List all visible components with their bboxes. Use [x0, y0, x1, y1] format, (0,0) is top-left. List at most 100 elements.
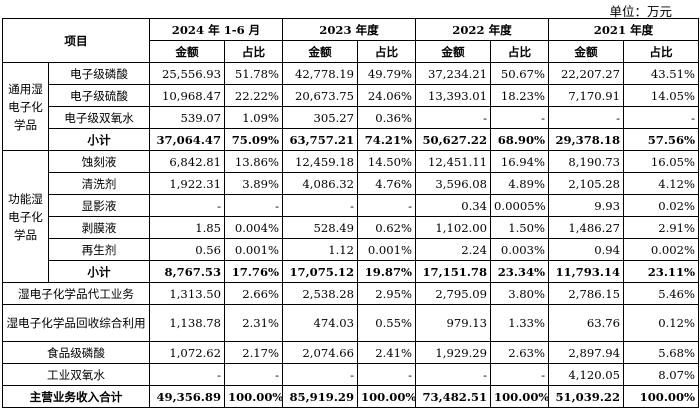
row-label: 小计 [47, 128, 151, 151]
ratio-cell: - [357, 363, 417, 386]
amount-cell: 73,482.51 [415, 385, 492, 408]
table-row: 电子级双氧水 539.07 1.09% 305.27 0.36% - - - - [3, 106, 700, 129]
row-label: 剥膜液 [47, 216, 151, 239]
row-label: 工业双氧水 [1, 363, 151, 386]
table-row: 工业双氧水 - - - - - -4,120.05 8.07% [1, 363, 700, 386]
amount-cell: 305.27 [282, 106, 359, 129]
table-row: 显影液 - - - -0.34 0.0005% 9.93 0.02% [3, 194, 700, 217]
amount-cell: 1,313.50 [149, 282, 226, 305]
ratio-cell: 100.00% [357, 385, 417, 408]
ratio-cell: 2.91% [623, 216, 700, 239]
amount-cell: - [282, 363, 359, 386]
ratio-cell: 23.34% [490, 260, 550, 283]
header-row-metrics: 金额 占比 金额 占比 金额 占比 金额 占比 [3, 40, 700, 63]
table-row: 主营业务收入合计 49,356.89 100.00% 85,919.29 100.00… [1, 385, 700, 408]
row-label: 湿电子化学品代工业务 [1, 282, 151, 305]
ratio-cell: 100.00% [224, 385, 284, 408]
ratio-cell: 1.33% [490, 304, 550, 342]
header-amount: 金额 [282, 40, 359, 63]
amount-cell: 25,556.93 [149, 62, 226, 85]
group-general: 通用湿电子化学品 [2, 62, 49, 151]
header-period-1: 2024 年 1-6 月 [149, 18, 284, 41]
amount-cell: 63,757.21 [282, 128, 359, 151]
row-label: 显影液 [47, 194, 151, 217]
ratio-cell: 0.12% [623, 304, 700, 342]
table-row: 小计 8,767.53 17.76% 17,075.12 19.87% 17,151.7… [3, 260, 700, 283]
ratio-cell: 50.67% [490, 62, 550, 85]
ratio-cell: 74.21% [357, 128, 417, 151]
header-amount: 金额 [415, 40, 492, 63]
revenue-table: 项目 2024 年 1-6 月 2023 年度 2022 年度 2021 年度 … [1, 18, 700, 408]
ratio-cell: - [224, 194, 284, 217]
table-row: 再生剂 0.56 0.001% 1.12 0.001% 2.24 0.003% 0.94 0.… [3, 238, 700, 261]
ratio-cell: 17.76% [224, 260, 284, 283]
ratio-cell: 51.78% [224, 62, 284, 85]
amount-cell: 528.49 [282, 216, 359, 239]
amount-cell: 539.07 [149, 106, 226, 129]
ratio-cell: 8.07% [623, 363, 700, 386]
amount-cell: - [149, 194, 226, 217]
amount-cell: 1,102.00 [415, 216, 492, 239]
ratio-cell: 18.23% [490, 84, 550, 107]
amount-cell: 10,968.47 [149, 84, 226, 107]
ratio-cell: 0.004% [224, 216, 284, 239]
header-ratio: 占比 [224, 40, 284, 63]
ratio-cell: 2.66% [224, 282, 284, 305]
amount-cell: 85,919.29 [282, 385, 359, 408]
amount-cell: 11,793.14 [548, 260, 625, 283]
amount-cell: 1.12 [282, 238, 359, 261]
ratio-cell: 5.46% [623, 282, 700, 305]
ratio-cell: 75.09% [224, 128, 284, 151]
ratio-cell: 0.002% [623, 238, 700, 261]
group-functional: 功能湿电子化学品 [2, 150, 49, 283]
row-label: 电子级磷酸 [47, 62, 151, 85]
ratio-cell: 1.09% [224, 106, 284, 129]
amount-cell: 50,627.22 [415, 128, 492, 151]
ratio-cell: 23.11% [623, 260, 700, 283]
amount-cell: 51,039.22 [548, 385, 625, 408]
amount-cell: 1,486.27 [548, 216, 625, 239]
header-row-periods: 项目 2024 年 1-6 月 2023 年度 2022 年度 2021 年度 [1, 18, 700, 63]
amount-cell: 13,393.01 [415, 84, 492, 107]
amount-cell: 17,151.78 [415, 260, 492, 283]
header-ratio: 占比 [623, 40, 700, 63]
amount-cell: 2,786.15 [548, 282, 625, 305]
ratio-cell: 0.62% [357, 216, 417, 239]
amount-cell: 49,356.89 [149, 385, 226, 408]
amount-cell: 29,378.18 [548, 128, 625, 151]
amount-cell: 0.34 [415, 194, 492, 217]
amount-cell: 1,929.29 [415, 341, 492, 364]
ratio-cell: - [490, 106, 550, 129]
amount-cell: 22,207.27 [548, 62, 625, 85]
table-row: 食品级磷酸 1,072.62 2.17% 2,074.66 2.41% 1,929.29… [1, 341, 700, 364]
header-item: 项目 [1, 18, 151, 63]
amount-cell: 63.76 [548, 304, 625, 342]
unit-label: 单位：万元 [609, 4, 672, 19]
amount-cell: 4,086.32 [282, 172, 359, 195]
amount-cell: 2,074.66 [282, 341, 359, 364]
ratio-cell: 13.86% [224, 150, 284, 173]
ratio-cell: 2.17% [224, 341, 284, 364]
amount-cell: 2,897.94 [548, 341, 625, 364]
amount-cell: 12,459.18 [282, 150, 359, 173]
table-row: 剥膜液 1.85 0.004% 528.49 0.62% 1,102.00 1.50% 1,… [3, 216, 700, 239]
ratio-cell: 3.80% [490, 282, 550, 305]
amount-cell: 1,138.78 [149, 304, 226, 342]
table-row: 湿电子化学品代工业务 1,313.50 2.66% 2,538.28 2.95% 2,7… [1, 282, 700, 305]
amount-cell: 1.85 [149, 216, 226, 239]
ratio-cell: 100.00% [623, 385, 700, 408]
amount-cell: 17,075.12 [282, 260, 359, 283]
amount-cell: 1,922.31 [149, 172, 226, 195]
ratio-cell: 0.02% [623, 194, 700, 217]
amount-cell: - [548, 106, 625, 129]
ratio-cell: 49.79% [357, 62, 417, 85]
ratio-cell: 0.001% [357, 238, 417, 261]
ratio-cell: 4.89% [490, 172, 550, 195]
amount-cell: 0.94 [548, 238, 625, 261]
header-period-4: 2021 年度 [548, 18, 700, 41]
ratio-cell: 5.68% [623, 341, 700, 364]
ratio-cell: 4.12% [623, 172, 700, 195]
ratio-cell: 0.0005% [490, 194, 550, 217]
ratio-cell: 2.95% [357, 282, 417, 305]
amount-cell: - [149, 363, 226, 386]
